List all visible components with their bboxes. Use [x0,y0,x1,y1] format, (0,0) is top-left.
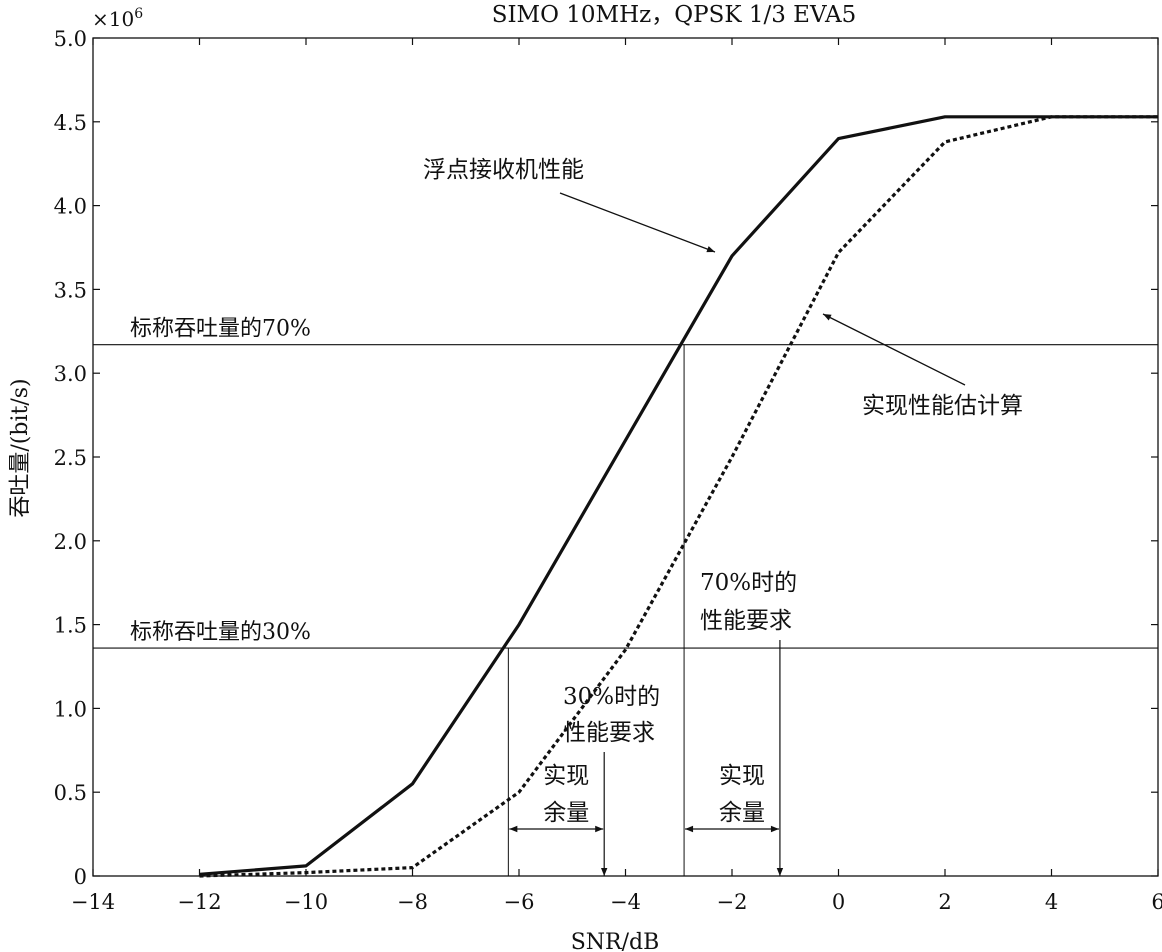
y-tick-label: 3.5 [54,278,87,302]
margin-right-label-line1: 实现 [719,763,765,789]
requirement-30-label-line1: 30%时的 [563,684,660,710]
x-tick-label: −8 [397,890,428,914]
x-tick-label: 6 [1151,890,1162,914]
axes: −14 −12 −10 −8 −6 −4 −2 0 2 4 6 0 0.5 1.0 1.5 2.0 2.5 3.0… [54,27,1162,914]
y-tick-label: 3.0 [54,362,87,386]
margin-left-label-line2: 余量 [543,800,589,826]
series-line-floating-point [199,115,1158,876]
series-lines [199,115,1158,878]
y-tick-label: 1.0 [54,697,87,721]
x-tick-label: −12 [177,890,221,914]
y-multiplier: ×106 [92,6,143,31]
callout-arrow-floating-point [559,192,716,253]
y-tick-label: 0 [74,865,87,889]
series-callout-floating-point: 浮点接收机性能 [423,157,584,183]
series-callout-implementation: 实现性能估计算 [862,393,1023,419]
x-tick-label: 2 [938,890,951,914]
plot-frame [92,37,1159,877]
x-tick-label: −6 [504,890,535,914]
requirement-70-label-line2: 性能要求 [700,608,792,634]
x-tick-label: −10 [284,890,328,914]
requirement-30-label-line2: 性能要求 [563,720,655,746]
requirement-70-label-line1: 70%时的 [700,570,797,596]
reference-line-label: 标称吞吐量的70% [130,317,311,342]
y-multiplier-base: ×10 [92,7,134,31]
reference-line-label: 标称吞吐量的30% [130,620,311,645]
y-tick-label: 2.5 [54,446,87,470]
y-tick-label: 4.0 [54,195,87,219]
x-tick-label: −4 [610,890,641,914]
callout-arrow-implementation [822,313,966,386]
y-tick-label: 0.5 [54,781,87,805]
x-tick-label: 4 [1045,890,1058,914]
y-tick-label: 4.5 [54,111,87,135]
x-tick-label: −14 [71,890,115,914]
x-axis-label: SNR/dB [571,930,660,952]
margin-left-label-line1: 实现 [543,763,589,789]
y-multiplier-exponent: 6 [134,6,143,22]
x-tick-label: 0 [832,890,845,914]
reference-lines: 标称吞吐量的70% 标称吞吐量的30% [93,317,1158,876]
y-tick-label: 2.0 [54,530,87,554]
chart-title: SIMO 10MHz，QPSK 1/3 EVA5 [492,2,857,28]
x-tick-label: −2 [717,890,748,914]
y-axis-label: 吞吐量/(bit/s) [8,378,33,517]
series-line-implementation [199,115,1158,878]
y-tick-label: 5.0 [54,27,87,51]
margin-right-label-line2: 余量 [719,800,765,826]
y-tick-label: 1.5 [54,614,87,638]
